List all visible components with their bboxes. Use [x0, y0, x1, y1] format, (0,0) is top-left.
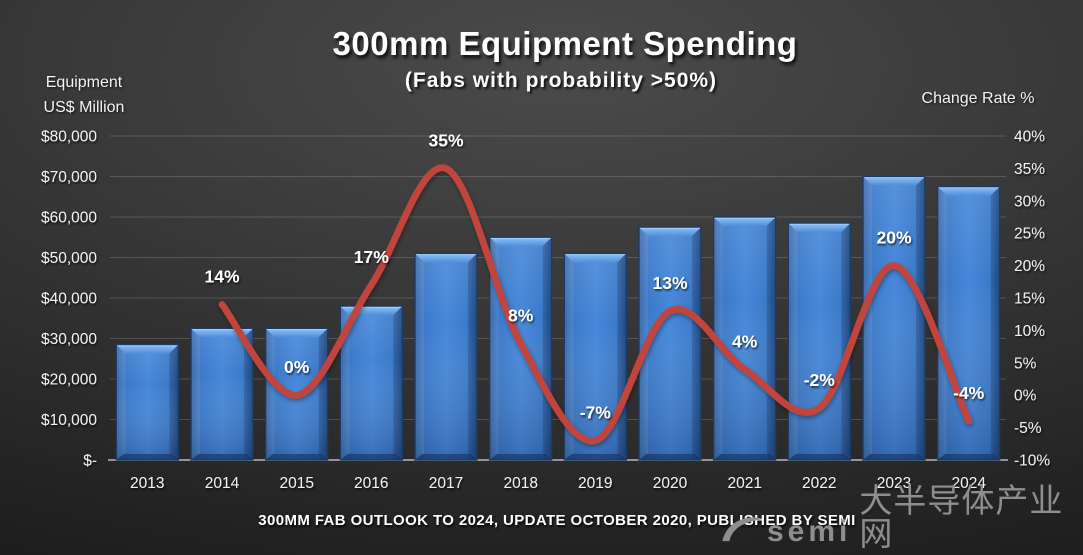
left-axis-tick: $80,000 [41, 129, 97, 146]
bar-2017 [414, 252, 478, 461]
x-axis-tick: 2023 [877, 475, 911, 492]
change-rate-label: 35% [428, 130, 463, 150]
bar-series [115, 175, 1001, 461]
gridlines [108, 135, 1008, 461]
watermark-chinese-text: 大半导体产业网 [859, 481, 1064, 553]
chart-subtitle: (Fabs with probability >50%) [404, 69, 718, 92]
left-axis-tick: $- [83, 453, 97, 470]
change-rate-label: 13% [652, 273, 687, 293]
change-rate-label: -4% [953, 383, 985, 403]
x-axis-tick: 2015 [279, 475, 313, 492]
change-rate-labels: 14% 0% 17% 35% 8% -7% 13% 4% -2% 20% -4% [204, 130, 984, 422]
change-rate-label: 0% [284, 357, 310, 377]
x-axis-tick: 2019 [578, 475, 612, 492]
x-axis-tick: 2024 [951, 475, 986, 492]
change-rate-label: 4% [732, 331, 758, 351]
change-rate-label: 8% [508, 305, 534, 325]
change-rate-label: 14% [204, 267, 239, 287]
right-axis-title: Change Rate % [921, 90, 1035, 107]
left-axis-tick: $30,000 [41, 331, 97, 348]
bar-2014 [190, 327, 254, 461]
left-axis-tick: $10,000 [41, 412, 97, 429]
left-axis-title: Equipment US$ Million [20, 70, 148, 120]
left-axis-tick: $50,000 [41, 250, 97, 267]
change-rate-label: 17% [354, 247, 389, 267]
watermark: semi 大半导体产业网 [720, 484, 1083, 550]
right-axis-tick: -10% [1014, 453, 1050, 470]
semi-leaf-logo-icon [720, 515, 764, 547]
left-axis-tick: $70,000 [41, 169, 97, 186]
right-axis-tick: 20% [1014, 258, 1045, 275]
right-axis-tick: 30% [1014, 193, 1045, 210]
x-axis-tick: 2020 [653, 475, 688, 492]
right-axis-tick: 25% [1014, 226, 1045, 243]
right-axis-tick: 0% [1014, 388, 1037, 405]
right-axis-tick: -5% [1014, 420, 1042, 437]
right-axis-tick: 5% [1014, 355, 1037, 372]
x-axis-tick: 2017 [429, 475, 463, 492]
x-axis-tick: 2022 [802, 475, 836, 492]
watermark-semi-text: semi [767, 515, 852, 548]
source-footer: 300MM FAB OUTLOOK TO 2024, UPDATE OCTOBE… [258, 512, 856, 529]
right-axis-tick: 35% [1014, 161, 1045, 178]
x-axis-tick: 2016 [354, 475, 388, 492]
bar-2024 [937, 185, 1001, 461]
right-axis-tick: 15% [1014, 291, 1045, 308]
left-axis-tick: $20,000 [41, 372, 97, 389]
right-axis-tick: 10% [1014, 323, 1045, 340]
left-axis-tick: $40,000 [41, 291, 97, 308]
x-axis-tick: 2018 [503, 475, 537, 492]
left-axis-title-line1: Equipment [45, 74, 123, 91]
chart-title: 300mm Equipment Spending [332, 25, 798, 62]
x-axis-tick: 2013 [130, 475, 164, 492]
bar-2021 [713, 216, 777, 461]
left-axis-title-line2: US$ Million [43, 99, 125, 116]
change-rate-line [218, 164, 973, 445]
left-axis-tick: $60,000 [41, 210, 97, 227]
bar-2015 [265, 327, 329, 461]
bar-2023 [862, 175, 926, 461]
bar-2020 [638, 226, 702, 461]
bar-2018 [489, 236, 553, 461]
bar-2022 [787, 222, 851, 461]
change-rate-label: -7% [580, 403, 612, 423]
x-axis-tick: 2021 [727, 475, 761, 492]
bar-2013 [115, 343, 179, 461]
x-axis-tick: 2014 [205, 475, 240, 492]
change-rate-label: -2% [804, 370, 836, 390]
change-rate-label: 20% [876, 228, 911, 248]
bar-2016 [339, 305, 403, 461]
right-axis-tick: 40% [1014, 129, 1045, 146]
